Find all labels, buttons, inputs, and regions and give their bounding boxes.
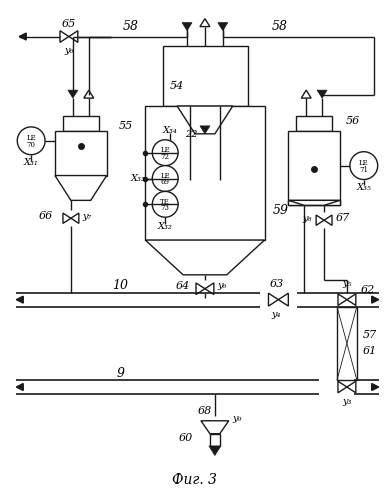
Text: X₃₂: X₃₂ [158, 222, 173, 230]
Bar [337, 306, 357, 380]
Text: 65: 65 [62, 18, 76, 28]
Text: TE: TE [160, 198, 170, 205]
Polygon shape [278, 293, 288, 306]
Text: 55: 55 [119, 121, 133, 131]
Circle shape [350, 152, 378, 180]
Text: 57: 57 [363, 330, 377, 340]
Polygon shape [71, 213, 79, 224]
Text: 58: 58 [271, 20, 287, 33]
Text: 22: 22 [185, 130, 198, 140]
Polygon shape [218, 22, 228, 30]
Text: y₉: y₉ [233, 414, 242, 424]
Polygon shape [338, 294, 347, 306]
Bar [55, 131, 106, 176]
Polygon shape [68, 90, 78, 98]
Text: 60: 60 [179, 432, 193, 442]
Text: 64: 64 [176, 280, 190, 290]
Bar [145, 106, 264, 240]
Text: y₅: y₅ [342, 280, 352, 288]
Circle shape [152, 140, 178, 166]
Text: X₃₅: X₃₅ [356, 183, 371, 192]
Circle shape [152, 192, 178, 217]
Polygon shape [301, 90, 311, 98]
Text: 70: 70 [27, 141, 35, 149]
Text: 62: 62 [361, 284, 375, 294]
Polygon shape [347, 294, 356, 306]
Polygon shape [372, 384, 379, 390]
Polygon shape [324, 215, 332, 226]
Bar [163, 46, 248, 106]
Text: 58: 58 [122, 20, 138, 33]
Circle shape [152, 166, 178, 192]
Polygon shape [16, 384, 23, 390]
Bar [210, 434, 220, 446]
Bar [288, 200, 340, 205]
Polygon shape [288, 200, 340, 205]
Polygon shape [19, 33, 26, 40]
Polygon shape [316, 215, 324, 226]
Polygon shape [268, 293, 278, 306]
Polygon shape [200, 18, 210, 26]
Text: 61: 61 [363, 346, 377, 356]
Polygon shape [201, 421, 229, 434]
Polygon shape [200, 126, 210, 134]
Text: 63: 63 [269, 279, 284, 289]
Text: LE: LE [160, 172, 170, 180]
Text: 67: 67 [336, 213, 350, 223]
Text: y₇: y₇ [83, 212, 92, 220]
Polygon shape [63, 213, 71, 224]
Polygon shape [55, 176, 106, 201]
Text: y₈: y₈ [303, 214, 312, 222]
Polygon shape [69, 30, 78, 42]
Text: LE: LE [160, 146, 170, 154]
Polygon shape [177, 106, 233, 134]
Text: 71: 71 [359, 166, 368, 174]
Text: 9: 9 [117, 366, 124, 380]
Polygon shape [84, 90, 94, 98]
Text: 54: 54 [170, 81, 184, 91]
Polygon shape [196, 283, 205, 294]
Polygon shape [338, 381, 347, 393]
Polygon shape [145, 240, 264, 275]
Text: X₃₄: X₃₄ [163, 126, 177, 136]
Text: 69: 69 [161, 178, 170, 186]
Bar [63, 116, 99, 131]
Text: y₄: y₄ [272, 310, 281, 319]
Polygon shape [347, 381, 356, 393]
Polygon shape [16, 296, 23, 303]
Text: Фиг. 3: Фиг. 3 [172, 474, 218, 488]
Polygon shape [317, 90, 327, 98]
Polygon shape [205, 283, 214, 294]
Polygon shape [182, 22, 192, 30]
Text: y₆: y₆ [64, 46, 74, 55]
Text: LE: LE [359, 159, 369, 167]
Text: X₃₃: X₃₃ [131, 174, 145, 183]
Polygon shape [372, 296, 379, 303]
Text: 73: 73 [161, 204, 170, 212]
Text: 72: 72 [161, 152, 170, 160]
Text: 10: 10 [113, 279, 129, 292]
Polygon shape [60, 30, 69, 42]
Text: y₆: y₆ [218, 281, 227, 290]
Text: LE: LE [27, 134, 36, 142]
Circle shape [17, 127, 45, 154]
Text: 66: 66 [39, 211, 53, 221]
Text: X₃₁: X₃₁ [24, 158, 39, 167]
Polygon shape [209, 446, 221, 456]
Text: 56: 56 [346, 116, 360, 126]
Text: 59: 59 [273, 204, 289, 217]
Bar [296, 116, 332, 131]
Text: 68: 68 [198, 406, 212, 416]
Text: y₃: y₃ [342, 398, 352, 406]
Bar [288, 131, 340, 206]
